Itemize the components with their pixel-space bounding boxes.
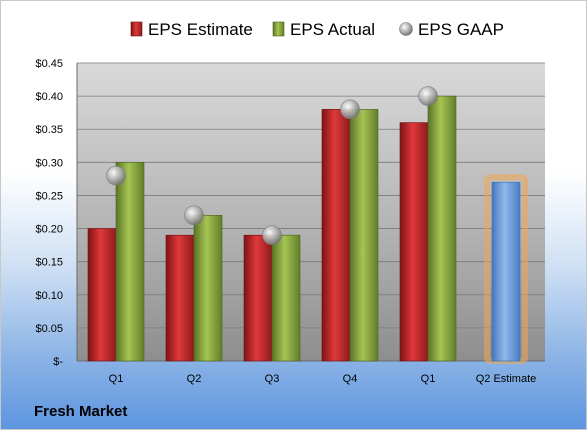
point-eps-gaap — [184, 205, 204, 226]
y-tick-label: $0.15 — [35, 257, 63, 269]
bar-eps-actual — [349, 109, 379, 362]
y-tick-label: $0.05 — [35, 323, 63, 335]
bar-eps-actual — [271, 234, 301, 362]
y-tick-label: $0.45 — [35, 58, 63, 70]
bar-eps-actual — [193, 215, 223, 362]
y-tick-label: $- — [53, 356, 63, 368]
bar-eps-estimate — [87, 228, 117, 362]
bar-eps-estimate — [165, 234, 195, 362]
y-tick-label: $0.20 — [35, 224, 63, 236]
plot-area: $- $0.05 $0.10 $0.15 $0.20 $0.25 $0.30 $0.35 $0.… — [35, 58, 545, 385]
legend-label: EPS Actual — [290, 20, 375, 39]
y-tick-label: $0.25 — [35, 190, 63, 202]
point-eps-gaap — [340, 99, 360, 120]
bar-eps-estimate-projected — [491, 181, 521, 362]
x-tick-label: Q1 — [109, 373, 124, 385]
bar-eps-estimate — [243, 234, 273, 362]
y-tick-label: $0.40 — [35, 91, 63, 103]
x-tick-label: Q4 — [343, 373, 358, 385]
legend-label: EPS GAAP — [418, 20, 504, 39]
legend: EPS Estimate EPS Actual EPS GAAP — [130, 20, 504, 39]
x-tick-label: Q3 — [265, 373, 280, 385]
y-tick-label: $0.30 — [35, 157, 63, 169]
company-name: Fresh Market — [34, 403, 128, 420]
bar-eps-estimate — [321, 109, 351, 362]
legend-swatch — [272, 21, 285, 37]
bar-eps-actual — [427, 95, 457, 362]
point-eps-gaap — [418, 86, 438, 106]
x-tick-label: Q1 — [421, 373, 436, 385]
point-eps-gaap — [262, 225, 282, 245]
bar-eps-actual — [115, 162, 145, 362]
point-eps-gaap — [106, 165, 126, 186]
plot-background — [77, 63, 545, 361]
legend-swatch — [399, 22, 413, 36]
bar-eps-estimate — [399, 122, 429, 362]
legend-label: EPS Estimate — [148, 20, 253, 39]
x-tick-label: Q2 Estimate — [476, 373, 537, 385]
y-tick-label: $0.10 — [35, 290, 63, 302]
legend-swatch — [130, 21, 143, 37]
y-tick-label: $0.35 — [35, 124, 63, 136]
x-tick-label: Q2 — [187, 373, 202, 385]
